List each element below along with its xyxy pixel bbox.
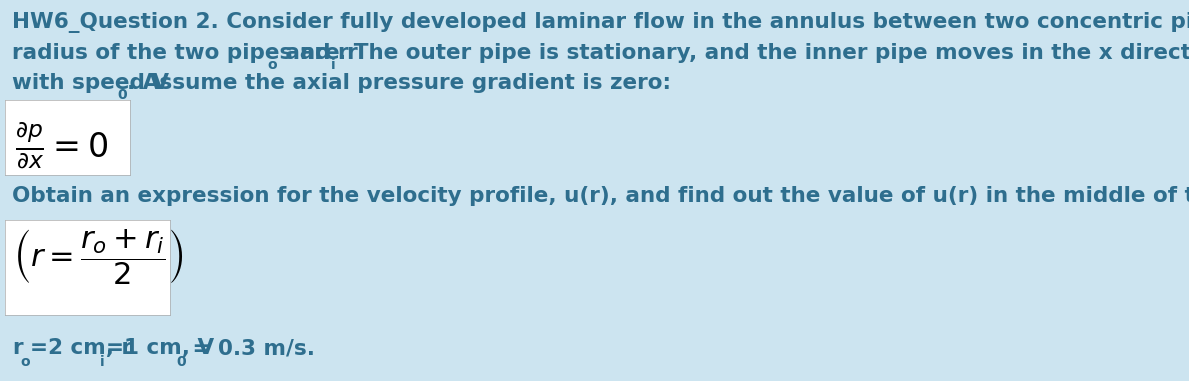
Text: = 0.3 m/s.: = 0.3 m/s. (184, 338, 315, 358)
Text: o: o (20, 355, 30, 369)
Text: . Assume the axial pressure gradient is zero:: . Assume the axial pressure gradient is … (127, 73, 671, 93)
Text: 0: 0 (176, 355, 185, 369)
Text: =2 cm, r: =2 cm, r (30, 338, 132, 358)
Text: i: i (100, 355, 105, 369)
Text: o: o (268, 58, 277, 72)
Text: Obtain an expression for the velocity profile, u(r), and find out the value of u: Obtain an expression for the velocity pr… (12, 186, 1189, 206)
Text: with speed V: with speed V (12, 73, 169, 93)
Text: $\left(r = \dfrac{r_o+r_i}{2}\right)$: $\left(r = \dfrac{r_o+r_i}{2}\right)$ (13, 227, 183, 287)
Text: 0: 0 (118, 88, 127, 102)
Text: r: r (12, 338, 23, 358)
Text: and r: and r (278, 43, 348, 63)
Text: HW6_Question 2. Consider fully developed laminar flow in the annulus between two: HW6_Question 2. Consider fully developed… (12, 12, 1189, 33)
Text: =1 cm, V: =1 cm, V (106, 338, 214, 358)
Text: i: i (331, 58, 335, 72)
Text: . The outer pipe is stationary, and the inner pipe moves in the x direction: . The outer pipe is stationary, and the … (338, 43, 1189, 63)
Text: radius of the two pipes are r: radius of the two pipes are r (12, 43, 358, 63)
Text: $\frac{\partial p}{\partial x} = 0$: $\frac{\partial p}{\partial x} = 0$ (15, 121, 108, 171)
